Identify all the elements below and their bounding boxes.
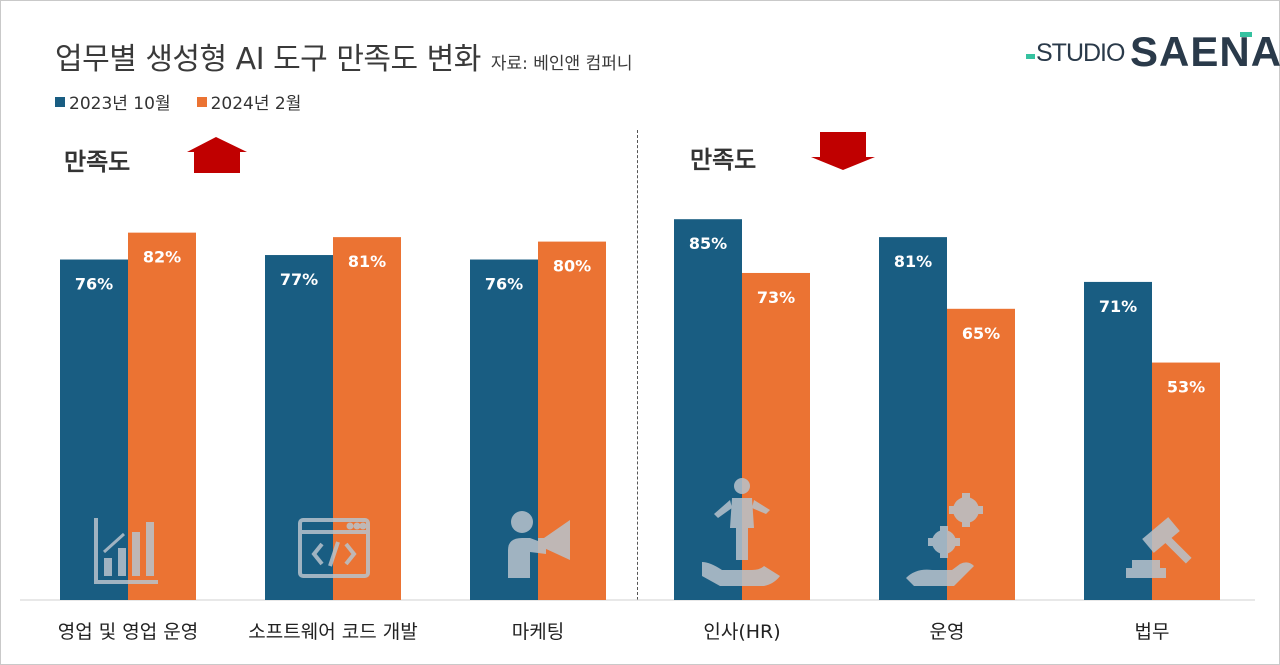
- legend-swatch-series1: [55, 96, 65, 107]
- legend-label-series1: 2023년 10월: [69, 94, 171, 114]
- legend-item-series1: 2023년 10월: [55, 89, 171, 114]
- data-label-series1-2: 76%: [485, 275, 523, 294]
- title-row: 업무별 생성형 AI 도구 만족도 변화 자료: 베인앤 컴퍼니: [55, 34, 633, 78]
- section-label-increase: 만족도: [64, 148, 131, 176]
- bar-series2-5: [1152, 362, 1220, 600]
- bar-series1-5: [1084, 281, 1152, 600]
- data-label-series2-1: 81%: [348, 252, 386, 271]
- section-label-decrease: 만족도: [690, 146, 757, 174]
- category-label-3: 인사(HR): [703, 621, 780, 643]
- source-note: 자료: 베인앤 컴퍼니: [490, 54, 633, 74]
- bar-chart-icon: [94, 518, 158, 584]
- up-arrow-icon: [187, 137, 247, 173]
- person-hand-icon: [702, 478, 780, 586]
- category-label-4: 운영: [930, 621, 965, 643]
- gavel-icon: [1126, 517, 1192, 578]
- category-label-5: 법무: [1135, 621, 1170, 643]
- code-window-icon: [298, 518, 370, 578]
- data-label-series1-4: 81%: [894, 252, 932, 271]
- category-label-0: 영업 및 영업 운영: [58, 621, 198, 643]
- section-divider: [637, 130, 638, 600]
- logo-saena-text: SAENA: [1130, 28, 1280, 75]
- logo-studio-text: STUDIO: [1036, 39, 1125, 67]
- bar-series2-4: [947, 308, 1015, 600]
- megaphone-icon: [508, 511, 570, 578]
- data-label-series1-1: 77%: [280, 270, 318, 289]
- gears-hand-icon: [906, 493, 983, 586]
- data-label-series1-3: 85%: [689, 234, 727, 253]
- legend-label-series2: 2024년 2월: [210, 94, 302, 114]
- legend: 2023년 10월 2024년 2월: [55, 89, 301, 114]
- data-label-series2-3: 73%: [757, 288, 795, 307]
- logo-accent-right: [1240, 32, 1252, 37]
- legend-swatch-series2: [196, 96, 207, 107]
- data-label-series2-5: 53%: [1167, 378, 1205, 397]
- category-label-1: 소프트웨어 코드 개발: [248, 621, 417, 643]
- data-label-series2-2: 80%: [553, 257, 591, 276]
- data-label-series2-0: 82%: [143, 248, 181, 267]
- category-label-2: 마케팅: [512, 621, 564, 643]
- bar-series1-3: [674, 219, 742, 600]
- data-label-series1-0: 76%: [75, 275, 113, 294]
- studio-saena-logo: STUDIO SAENA: [1026, 30, 1280, 76]
- legend-item-series2: 2024년 2월: [196, 89, 302, 114]
- down-arrow-icon: [811, 132, 875, 170]
- logo-accent-left: [1026, 54, 1035, 59]
- chart-title: 업무별 생성형 AI 도구 만족도 변화: [55, 42, 481, 77]
- bar-series2-3: [742, 272, 810, 600]
- data-label-series1-5: 71%: [1099, 297, 1137, 316]
- data-label-series2-4: 65%: [962, 324, 1000, 343]
